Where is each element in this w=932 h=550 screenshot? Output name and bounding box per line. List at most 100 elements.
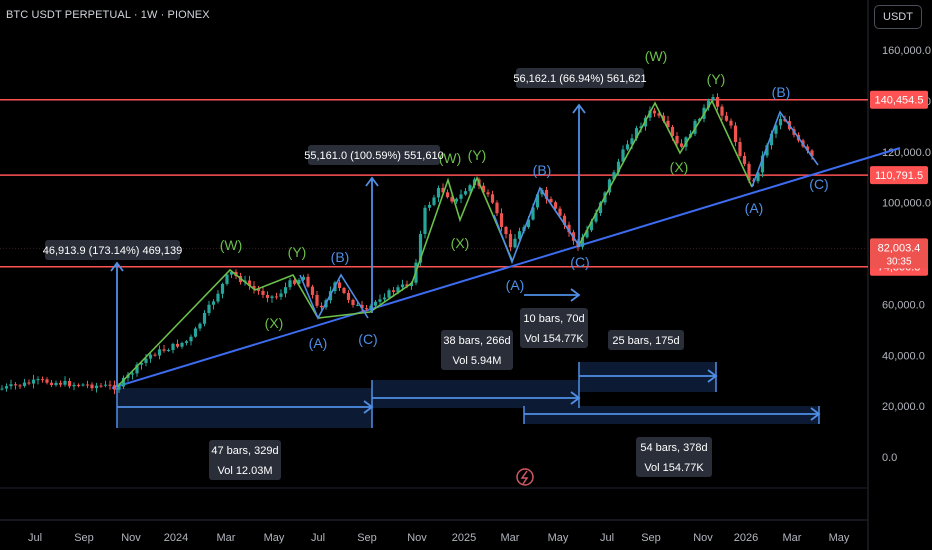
y-tick-label: 120,000.0	[882, 147, 931, 159]
candle-body	[378, 299, 382, 302]
level-price-badge	[870, 166, 928, 185]
candle-body	[760, 155, 765, 173]
candle-body	[711, 97, 715, 101]
measure-price-label: 55,161.0 (100.59%) 551,610	[304, 150, 443, 162]
candle-body	[121, 377, 126, 387]
wave-label-blue: (A)	[745, 200, 764, 216]
x-tick-label: May	[264, 532, 285, 544]
current-price-badge	[870, 238, 928, 269]
candle-body	[724, 115, 729, 121]
candle-body	[733, 125, 738, 143]
candle-body	[612, 172, 616, 180]
candle-body	[54, 382, 58, 386]
candle-body	[679, 143, 684, 147]
candle-body	[22, 382, 27, 386]
candle-body	[31, 379, 36, 384]
wave-label-blue: (B)	[533, 162, 552, 178]
candle-body	[207, 304, 211, 314]
candle-body	[756, 172, 760, 182]
candle-body	[418, 233, 423, 263]
candle-body	[153, 354, 157, 356]
candle-body	[715, 97, 720, 107]
wave-label-green: (W)	[220, 237, 243, 253]
level-price-label: 140,454.5	[875, 95, 924, 107]
candle-body	[436, 188, 441, 198]
candle-body	[531, 207, 535, 220]
candle-body	[130, 373, 135, 375]
candle-body	[189, 336, 193, 342]
candle-body	[67, 380, 72, 387]
measure-range-label: Vol 154.77K	[524, 333, 584, 345]
bar-countdown-label: 30:35	[886, 256, 911, 267]
candle-body	[112, 385, 117, 390]
candle-body	[382, 297, 387, 300]
wave-label-green: (X)	[451, 235, 470, 251]
candle-body	[283, 287, 288, 294]
candle-body	[225, 274, 229, 284]
candle-body	[139, 362, 144, 365]
candle-body	[292, 280, 297, 284]
x-tick-label: May	[548, 532, 569, 544]
candle-body	[598, 202, 603, 214]
x-tick-label: Mar	[501, 532, 520, 544]
candle-body	[391, 290, 396, 293]
candle-body	[337, 282, 342, 289]
measure-range-label-box	[636, 437, 712, 477]
candle-body	[387, 290, 391, 298]
candle-body	[279, 293, 283, 297]
wave-label-green: (Y)	[288, 244, 307, 260]
candle-body	[135, 364, 139, 374]
candle-body	[774, 125, 778, 134]
wave-label-blue: (B)	[772, 84, 791, 100]
wave-label-blue: (C)	[570, 254, 589, 270]
candle-body	[364, 308, 369, 310]
candle-body	[405, 284, 409, 287]
wave-label-green: (Y)	[707, 71, 726, 87]
candle-body	[211, 301, 216, 305]
y-tick-label: 0.0	[882, 452, 897, 464]
candle-body	[351, 299, 355, 306]
candle-body	[306, 276, 310, 287]
x-tick-label: 2025	[452, 532, 476, 544]
candle-body	[463, 191, 468, 195]
measure-arrowhead	[572, 103, 586, 114]
candle-body	[445, 192, 450, 198]
symbol-title: BTC USDT PERPETUAL · 1W · PIONEX	[6, 9, 210, 21]
candle-body	[297, 279, 301, 284]
measure-price-label-box	[308, 145, 440, 165]
candle-body	[90, 384, 94, 389]
wave-label-blue: (B)	[331, 249, 350, 265]
candle-body	[342, 288, 346, 293]
candle-body	[0, 388, 4, 390]
abc-pattern-line	[493, 186, 581, 265]
currency-button[interactable]: USDT	[874, 5, 922, 29]
wave-label-blue: (C)	[358, 331, 377, 347]
candle-body	[738, 142, 742, 156]
candle-body	[216, 293, 220, 302]
y-tick-label: 100,000.0	[882, 198, 931, 210]
wxy-pattern-line	[577, 99, 753, 248]
candle-body	[270, 296, 274, 298]
candle-body	[220, 283, 225, 294]
candle-body	[13, 384, 18, 386]
candle-body	[360, 304, 364, 309]
candle-body	[45, 379, 49, 383]
x-tick-label: 2026	[734, 532, 758, 544]
range-box	[117, 388, 372, 428]
candle-body	[567, 224, 571, 233]
wave-label-green: (X)	[670, 159, 689, 175]
x-tick-label: 2024	[164, 532, 188, 544]
candle-body	[670, 127, 675, 136]
candle-body	[423, 207, 427, 234]
x-tick-label: Jul	[28, 532, 42, 544]
candle-body	[247, 280, 252, 287]
candle-body	[99, 385, 103, 387]
candle-body	[535, 194, 540, 208]
candle-body	[706, 100, 711, 108]
y-tick-label: 40,000.0	[882, 350, 925, 362]
candle-body	[607, 179, 612, 193]
candle-body	[580, 237, 585, 247]
candle-body	[621, 149, 625, 162]
x-tick-label: Nov	[407, 532, 427, 544]
